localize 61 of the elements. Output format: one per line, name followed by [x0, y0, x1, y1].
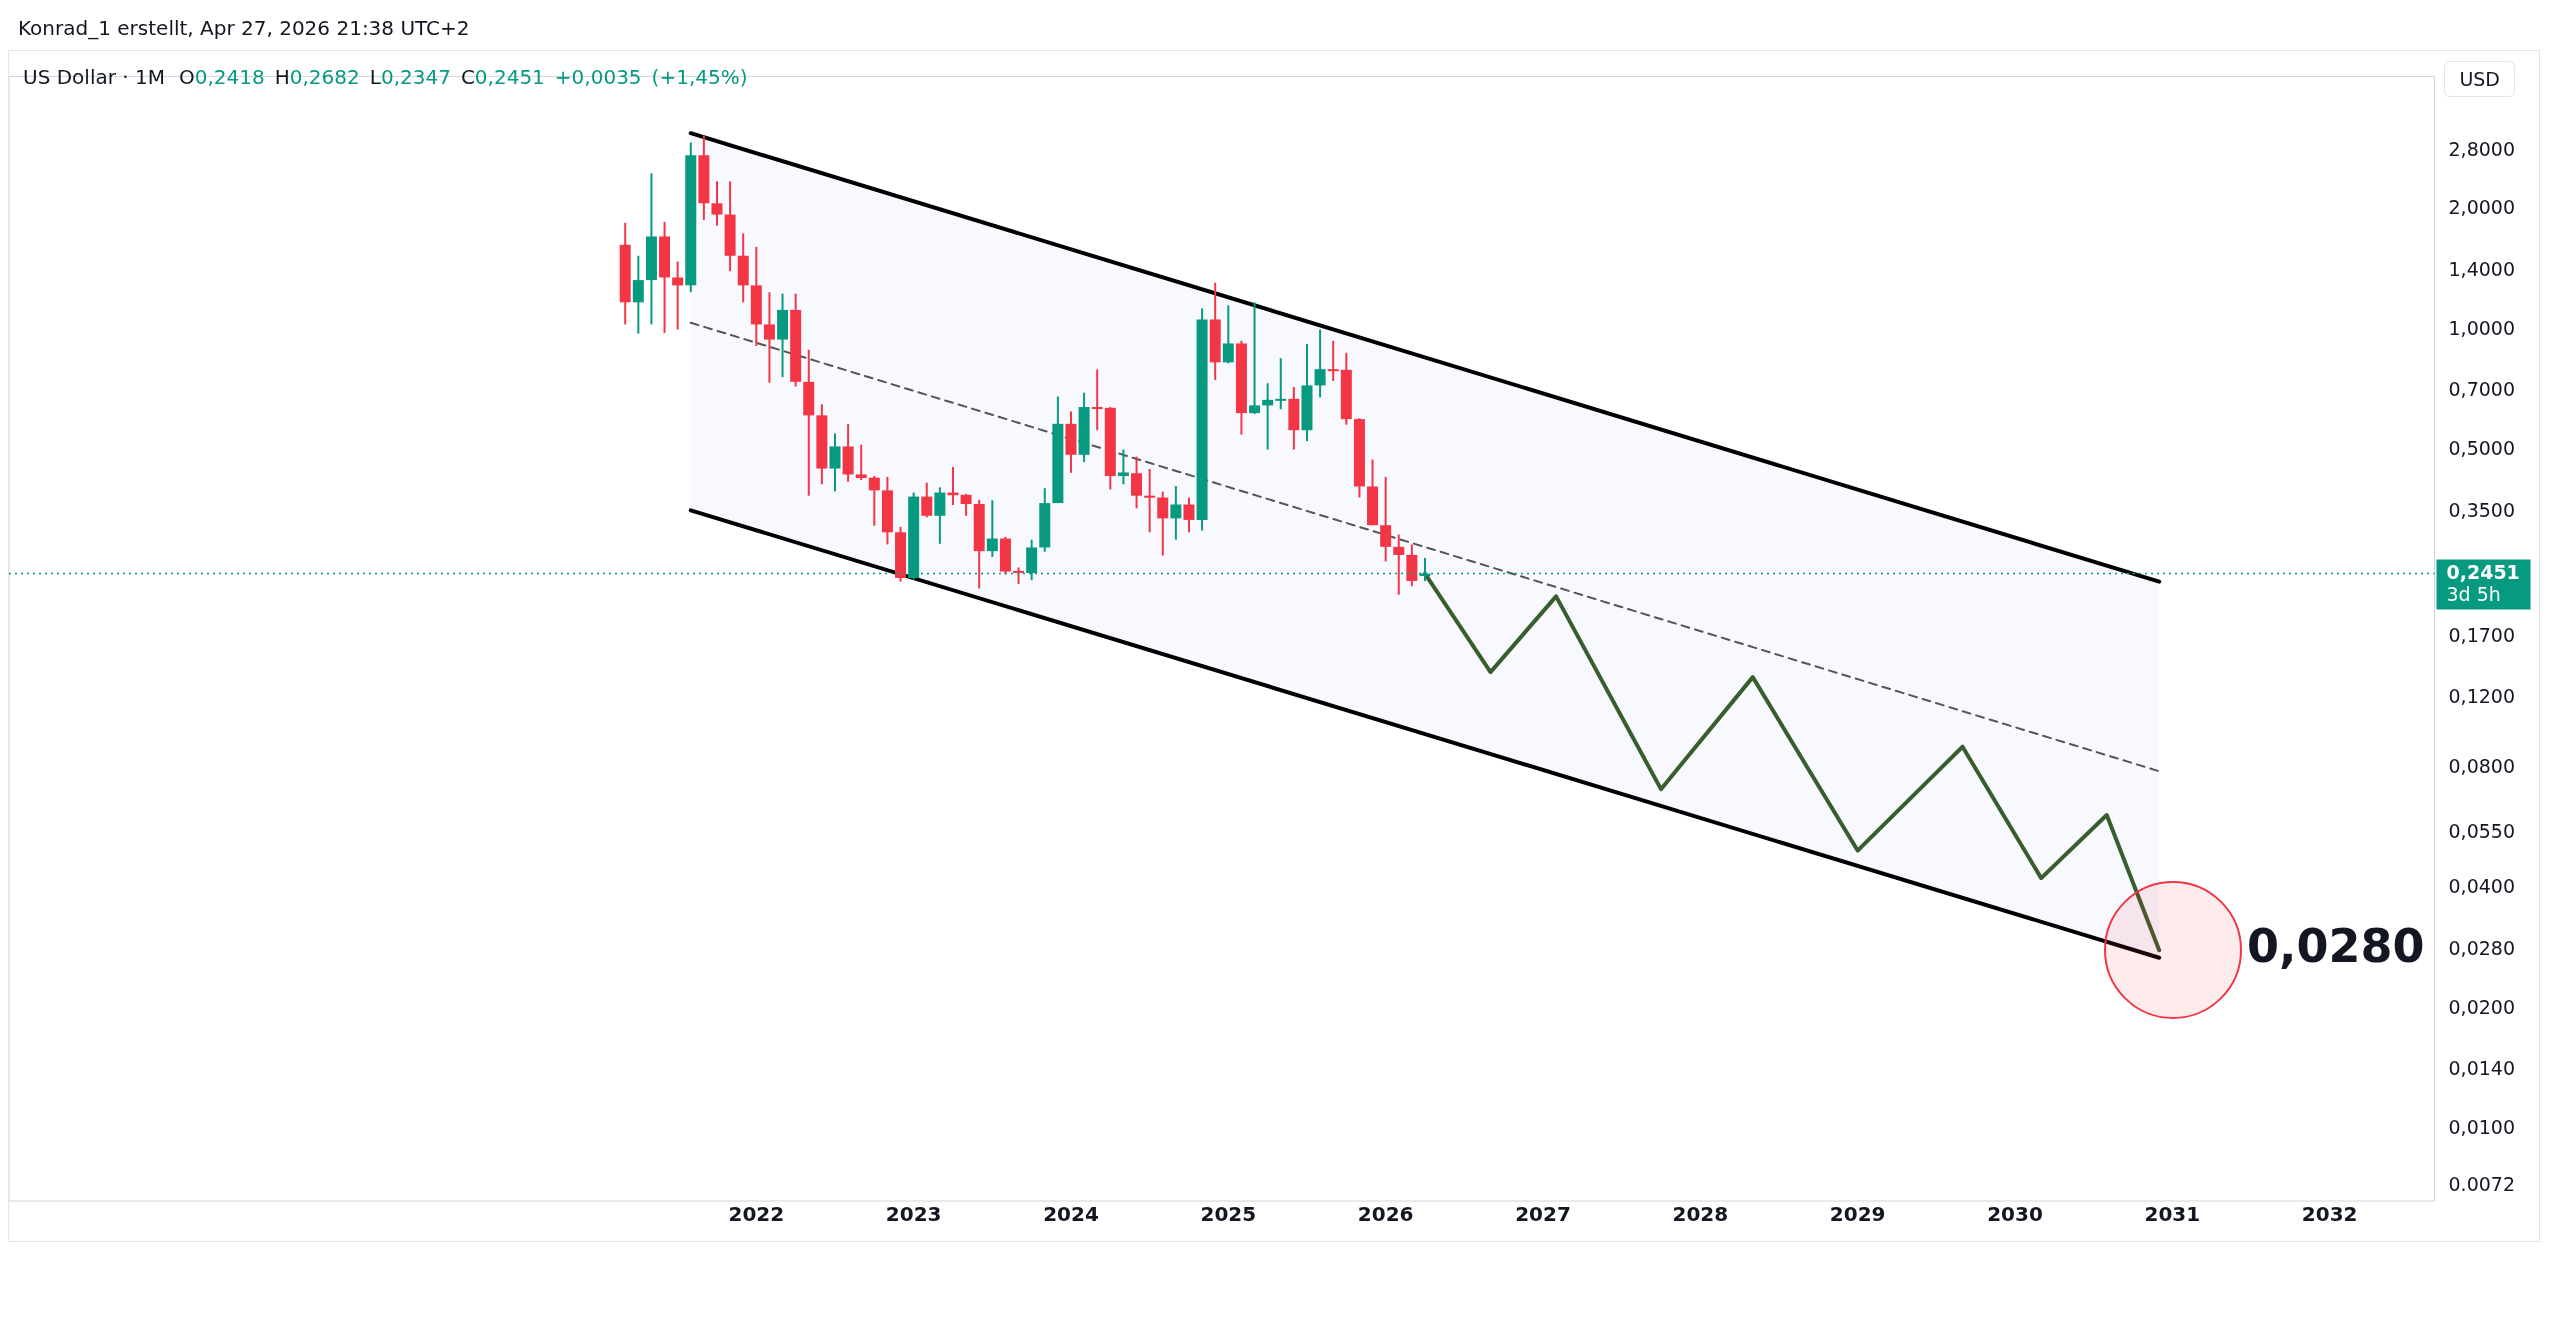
- y-tick-label: 1,0000: [2448, 316, 2515, 339]
- y-tick-label: 0,0550: [2448, 819, 2515, 842]
- x-tick-label: 2026: [1357, 1202, 1414, 1227]
- candlestick: [1222, 304, 1234, 365]
- x-tick-label: 2024: [1043, 1202, 1099, 1227]
- y-tick-label: 0,7000: [2448, 378, 2515, 401]
- text: O0,2418 H0,2682 L0,2347 C0,2451 +0,0035 (+1,45%): [178, 65, 748, 89]
- y-tick-label: 0,0280: [2448, 937, 2515, 960]
- y-tick-label: 0,0100: [2448, 1115, 2515, 1138]
- x-tick-label: 2027: [1515, 1202, 1571, 1227]
- candlestick: [1314, 328, 1326, 399]
- x-tick-label: 2029: [1829, 1202, 1886, 1227]
- candlestick: [921, 481, 933, 519]
- candlestick: [1157, 490, 1169, 557]
- candlestick: [1275, 357, 1287, 411]
- candlestick: [960, 492, 972, 517]
- x-tick-label: 2031: [2144, 1202, 2201, 1227]
- y-axis-title: USD: [2444, 61, 2515, 97]
- candlestick: [829, 432, 841, 493]
- candlestick: [986, 499, 998, 558]
- candlestick: [1091, 368, 1103, 432]
- x-tick-label: 2025: [1200, 1202, 1257, 1227]
- candlestick: [855, 443, 867, 482]
- y-tick-label: 0,3500: [2448, 498, 2515, 521]
- candlestick: [934, 486, 946, 545]
- x-tick-label: 2023: [885, 1202, 942, 1227]
- candlestick: [868, 475, 880, 527]
- candlestick: [1144, 467, 1156, 534]
- y-tick-label: 0,1200: [2448, 684, 2515, 707]
- y-tick-label: 0,5000: [2448, 436, 2515, 459]
- y-tick-label: 1,4000: [2448, 258, 2515, 281]
- y-tick-label: 0,0140: [2448, 1057, 2515, 1080]
- y-tick-label: 2,8000: [2448, 137, 2515, 160]
- candlestick: [1393, 533, 1405, 596]
- chart-title: US Dollar · 1M: [23, 65, 165, 89]
- candlestick: [1131, 455, 1143, 510]
- y-tick-label: 0,0800: [2448, 754, 2515, 777]
- candlestick: [1117, 448, 1129, 486]
- candlestick: [711, 180, 723, 227]
- y-tick-label: 0,1700: [2448, 624, 2515, 647]
- y-tick-label: 2,0000: [2448, 196, 2515, 219]
- candlestick: [672, 260, 684, 331]
- x-tick-label: 2032: [2301, 1202, 2358, 1227]
- candlestick: [1183, 496, 1195, 534]
- y-tick-label: 0,0200: [2448, 995, 2515, 1018]
- ref-line-label: 0,2451: [2446, 560, 2520, 583]
- text: 3d 5h: [2446, 582, 2501, 605]
- x-tick-label: 2030: [1987, 1202, 2043, 1227]
- candlestick: [632, 254, 644, 335]
- y-tick-label: 0,0400: [2448, 875, 2515, 898]
- candlestick: [1170, 485, 1182, 541]
- annotation: 0,0280: [2247, 919, 2425, 974]
- candlestick: [763, 291, 775, 384]
- candlestick: [1380, 475, 1392, 563]
- x-tick-label: 2022: [728, 1202, 785, 1227]
- candlestick: [1262, 382, 1274, 451]
- x-tick-label: 2028: [1672, 1202, 1729, 1227]
- text: Konrad_1 erstellt, Apr 27, 2026 21:38 UTC+2: [17, 15, 471, 42]
- candlestick: [1327, 339, 1339, 382]
- candlestick: [1249, 301, 1261, 415]
- y-tick-label: 0.0072: [2448, 1172, 2515, 1195]
